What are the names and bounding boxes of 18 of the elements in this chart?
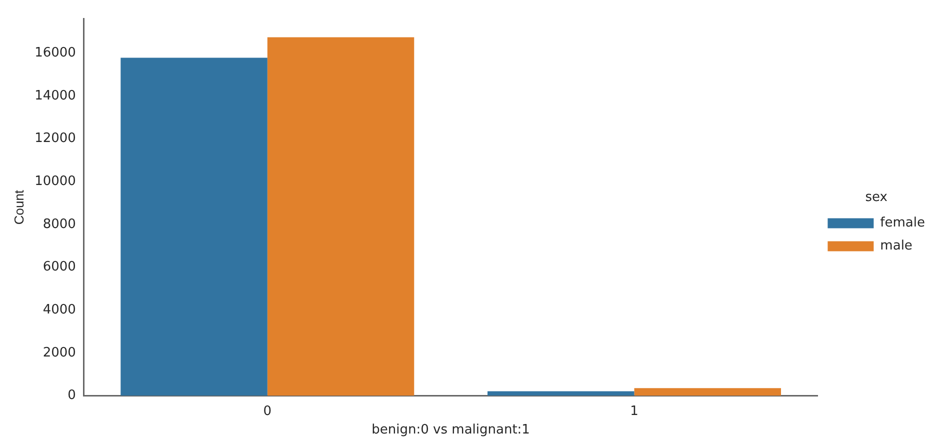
y-tick-label: 2000 <box>42 345 76 360</box>
y-axis-title: Count <box>11 190 26 225</box>
legend-label: male <box>880 238 912 254</box>
y-tick-label: 16000 <box>34 45 76 60</box>
y-tick-label: 12000 <box>34 131 76 146</box>
x-axis-title: benign:0 vs malignant:1 <box>372 422 530 438</box>
bar <box>120 58 268 396</box>
legend-label: female <box>880 216 926 231</box>
y-tick-label: 14000 <box>34 88 76 104</box>
y-tick-label: 0 <box>68 388 76 404</box>
y-tick-label: 4000 <box>42 302 76 318</box>
bar <box>634 388 781 396</box>
x-tick-label: 1 <box>630 404 638 419</box>
y-tick-label: 10000 <box>34 174 76 189</box>
y-tick-label: 8000 <box>42 216 76 232</box>
legend-title: sex <box>865 190 888 206</box>
bar <box>267 37 414 396</box>
y-tick-label: 6000 <box>42 260 76 275</box>
